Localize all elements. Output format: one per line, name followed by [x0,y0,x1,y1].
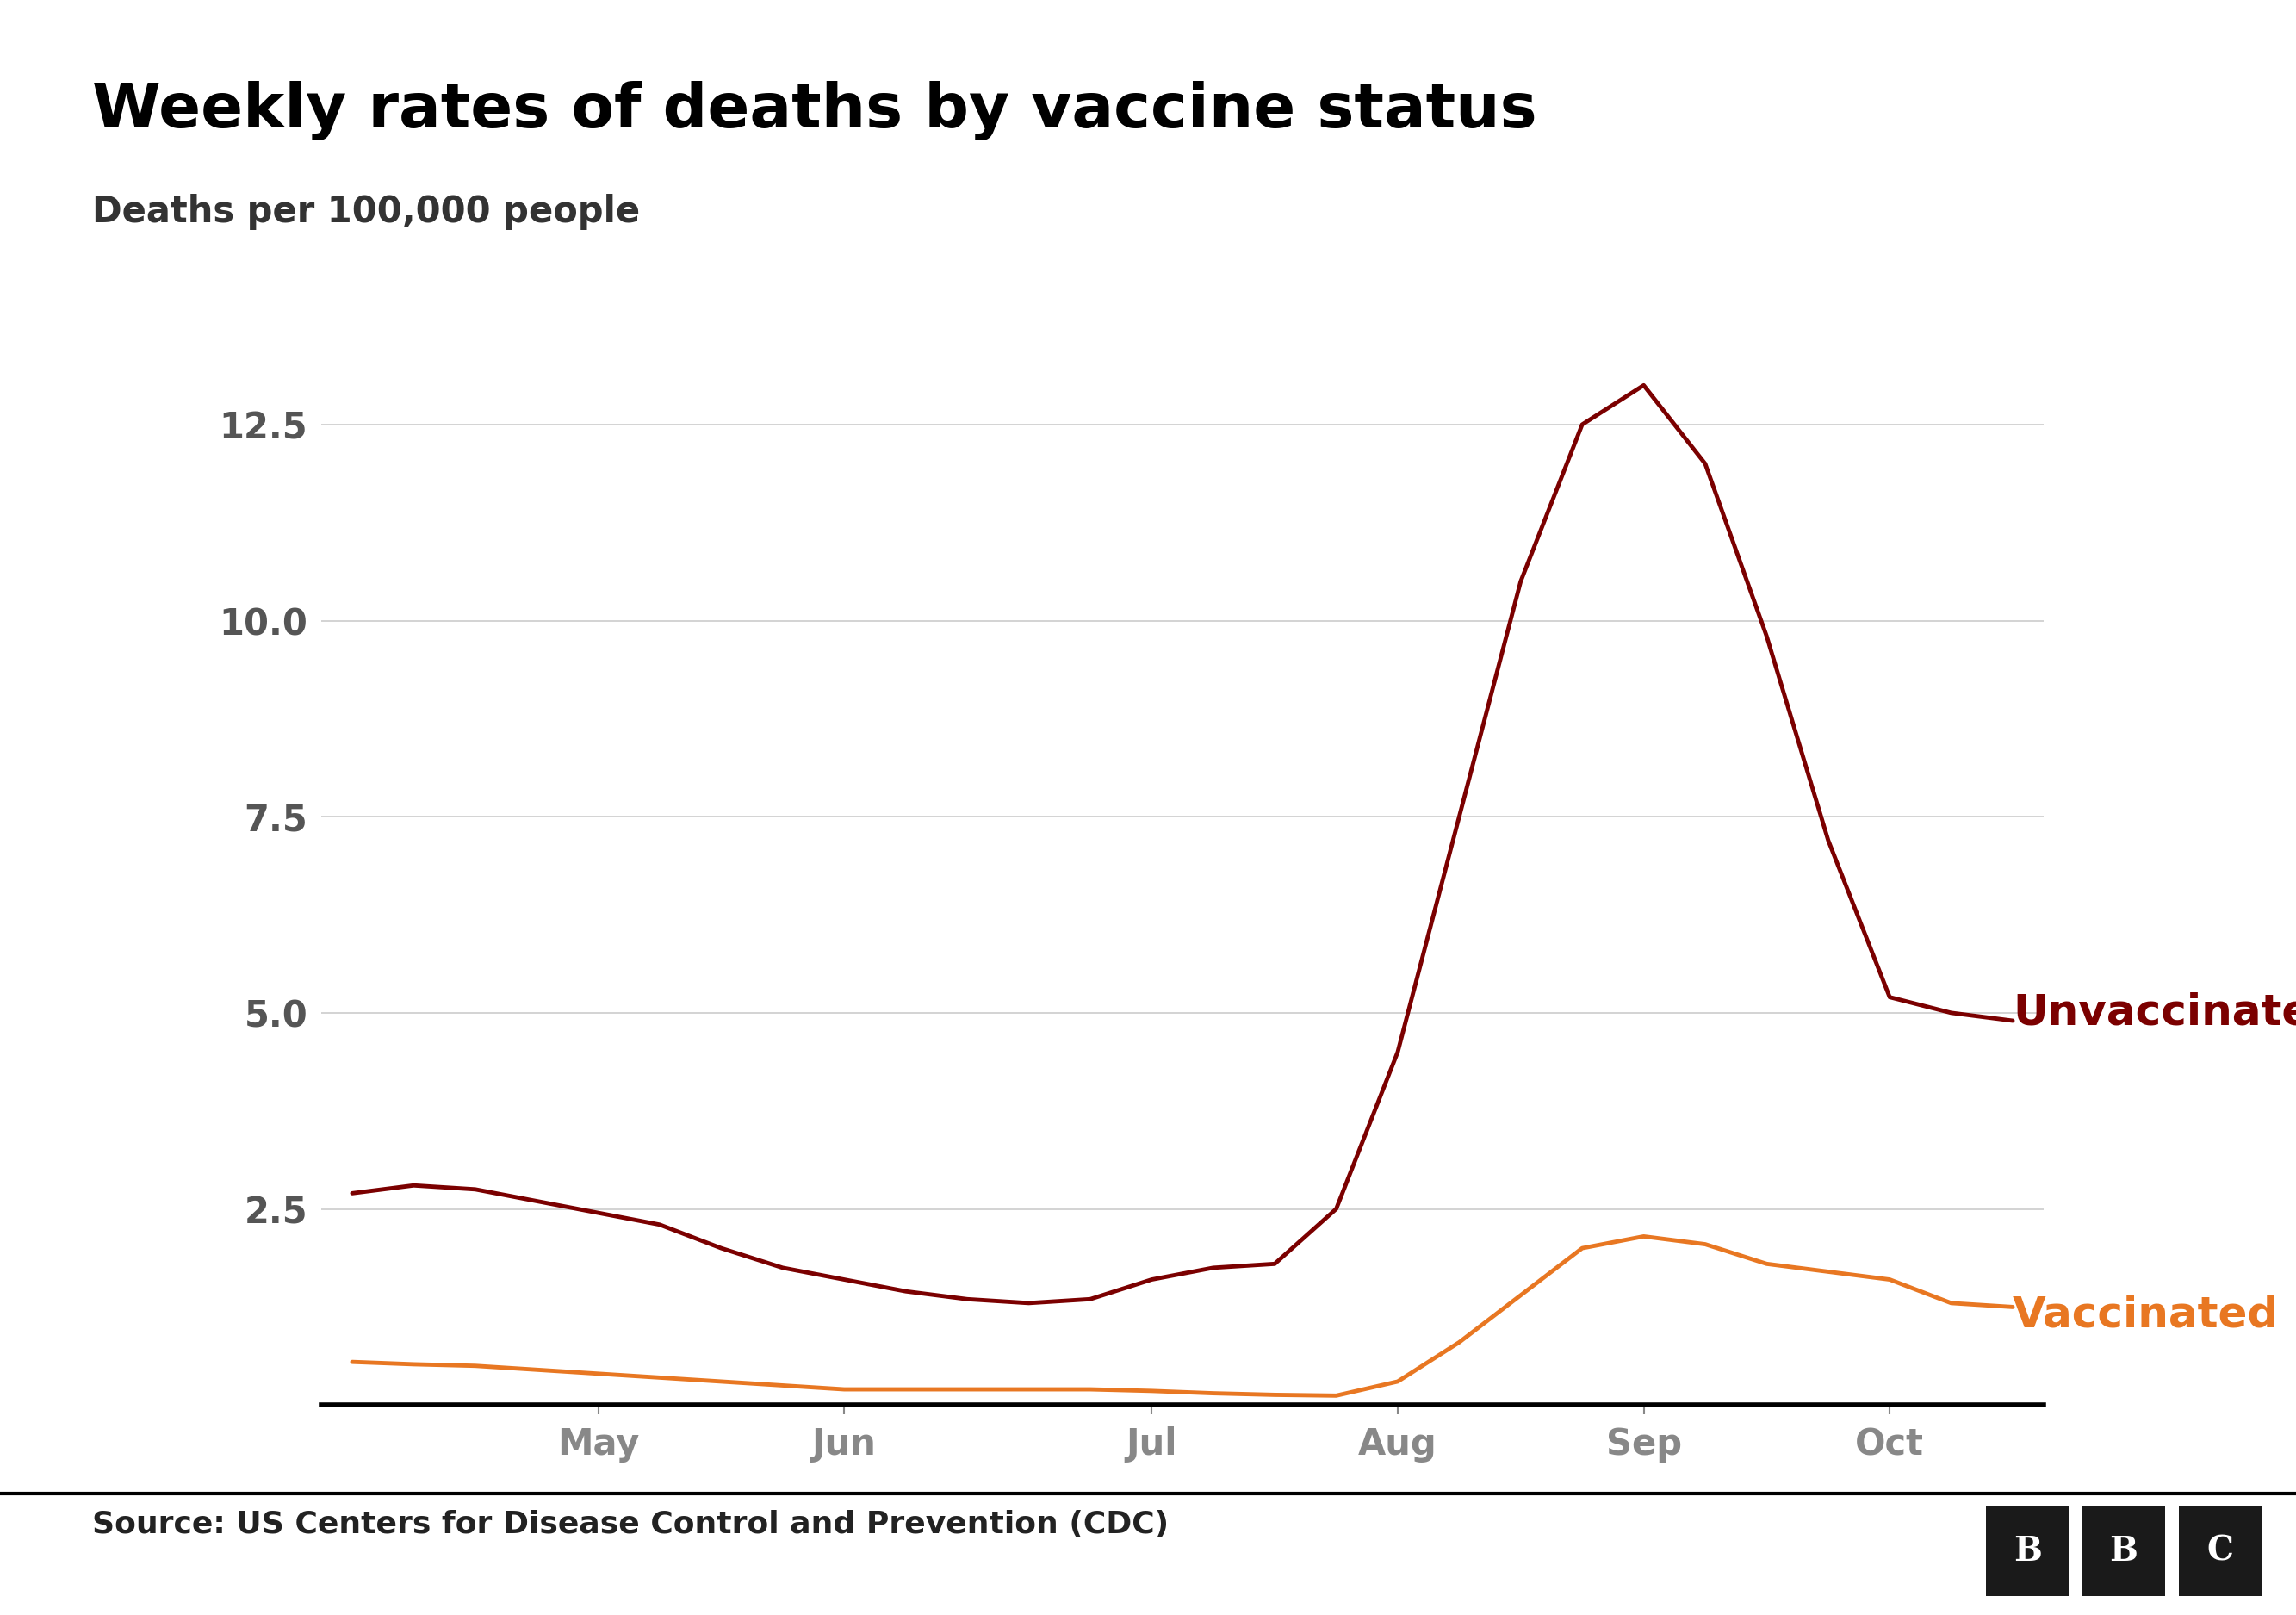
Text: C: C [2206,1534,2234,1568]
Text: B: B [2110,1534,2138,1568]
Text: Unvaccinated: Unvaccinated [2014,992,2296,1034]
Text: B: B [2014,1534,2041,1568]
Text: Weekly rates of deaths by vaccine status: Weekly rates of deaths by vaccine status [92,81,1536,141]
Text: Deaths per 100,000 people: Deaths per 100,000 people [92,194,641,229]
Text: Source: US Centers for Disease Control and Prevention (CDC): Source: US Centers for Disease Control a… [92,1510,1169,1539]
Text: Vaccinated: Vaccinated [2014,1294,2280,1336]
